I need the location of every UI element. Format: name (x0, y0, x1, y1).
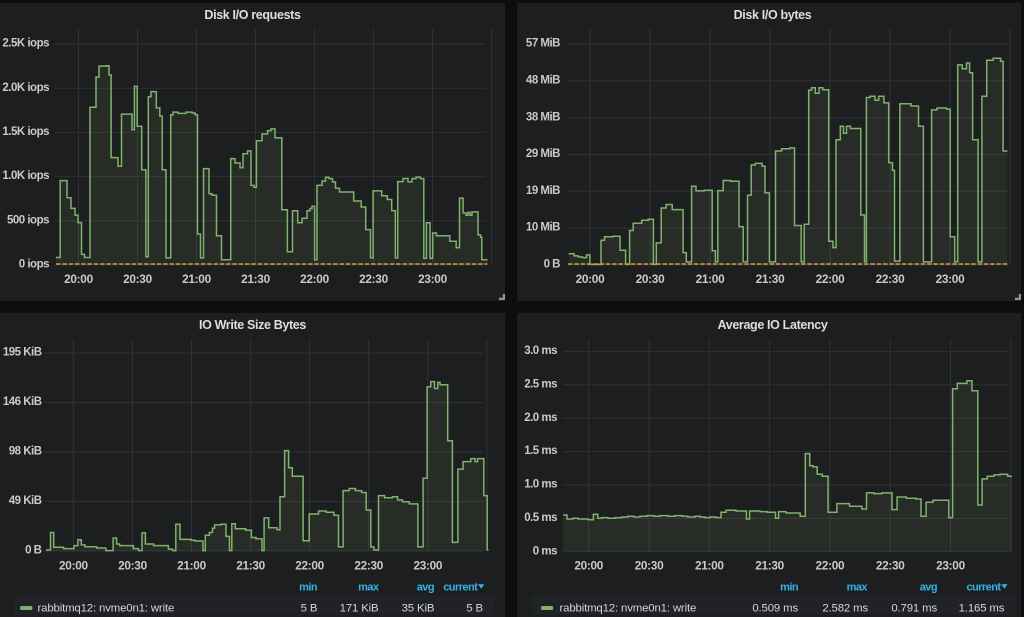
svg-text:rabbitmq12: nvme0n1: write: rabbitmq12: nvme0n1: write (560, 603, 697, 615)
svg-text:29 MiB: 29 MiB (526, 148, 560, 160)
svg-text:23:00: 23:00 (413, 558, 442, 572)
svg-text:avg: avg (920, 582, 937, 594)
svg-text:avg: avg (417, 582, 434, 594)
svg-text:0.509 ms: 0.509 ms (752, 603, 798, 615)
svg-text:195 KiB: 195 KiB (3, 347, 42, 359)
svg-text:2.5K iops: 2.5K iops (2, 38, 49, 50)
svg-text:21:00: 21:00 (695, 558, 724, 572)
svg-text:1.5K iops: 1.5K iops (2, 126, 49, 138)
svg-text:171 KiB: 171 KiB (340, 603, 379, 615)
svg-text:23:00: 23:00 (418, 272, 447, 286)
svg-text:21:00: 21:00 (182, 272, 211, 286)
svg-text:max: max (358, 582, 380, 594)
svg-text:38 MiB: 38 MiB (526, 111, 560, 123)
svg-text:19 MiB: 19 MiB (526, 185, 560, 197)
svg-text:2.0K iops: 2.0K iops (2, 82, 49, 94)
svg-text:1.165 ms: 1.165 ms (959, 603, 1005, 615)
svg-text:20:30: 20:30 (636, 272, 665, 286)
svg-text:22:00: 22:00 (295, 558, 324, 572)
svg-text:35 KiB: 35 KiB (402, 603, 435, 615)
svg-text:0 iops: 0 iops (19, 259, 49, 271)
svg-text:min: min (299, 582, 318, 594)
svg-text:20:30: 20:30 (123, 272, 152, 286)
svg-text:1.0K iops: 1.0K iops (2, 170, 49, 182)
svg-text:20:00: 20:00 (576, 272, 605, 286)
svg-text:20:00: 20:00 (64, 272, 93, 286)
svg-text:2.0 ms: 2.0 ms (524, 412, 557, 424)
svg-text:1.0 ms: 1.0 ms (524, 479, 557, 491)
svg-text:22:00: 22:00 (300, 272, 329, 286)
svg-text:0.791 ms: 0.791 ms (891, 603, 937, 615)
svg-text:10 MiB: 10 MiB (526, 222, 560, 234)
svg-text:500 iops: 500 iops (7, 214, 49, 226)
svg-text:rabbitmq12: nvme0n1: write: rabbitmq12: nvme0n1: write (38, 603, 175, 615)
svg-text:21:00: 21:00 (696, 272, 725, 286)
svg-text:20:30: 20:30 (635, 558, 664, 572)
svg-text:22:30: 22:30 (354, 558, 383, 572)
svg-text:22:30: 22:30 (876, 558, 905, 572)
svg-text:0 B: 0 B (25, 545, 42, 557)
svg-text:21:30: 21:30 (241, 272, 270, 286)
svg-text:21:30: 21:30 (756, 272, 785, 286)
svg-text:146 KiB: 146 KiB (3, 396, 42, 408)
svg-text:22:30: 22:30 (359, 272, 388, 286)
svg-text:20:00: 20:00 (574, 558, 603, 572)
svg-text:23:00: 23:00 (936, 272, 965, 286)
svg-text:57 MiB: 57 MiB (526, 38, 560, 50)
svg-text:21:30: 21:30 (755, 558, 784, 572)
svg-text:1.5 ms: 1.5 ms (524, 445, 557, 457)
svg-text:2.5 ms: 2.5 ms (524, 378, 557, 390)
svg-text:0.5 ms: 0.5 ms (524, 512, 557, 524)
svg-text:5 B: 5 B (466, 603, 483, 615)
svg-text:current: current (966, 582, 1001, 594)
svg-text:23:00: 23:00 (936, 558, 965, 572)
svg-text:21:30: 21:30 (236, 558, 265, 572)
svg-text:20:30: 20:30 (118, 558, 147, 572)
svg-text:21:00: 21:00 (177, 558, 206, 572)
svg-text:0 ms: 0 ms (533, 545, 557, 557)
svg-text:min: min (780, 582, 799, 594)
svg-text:2.582 ms: 2.582 ms (822, 603, 868, 615)
svg-text:49 KiB: 49 KiB (9, 495, 42, 507)
svg-text:98 KiB: 98 KiB (9, 446, 42, 458)
svg-text:0 B: 0 B (544, 259, 561, 271)
svg-text:current: current (443, 582, 478, 594)
svg-text:22:00: 22:00 (816, 272, 845, 286)
svg-text:22:30: 22:30 (876, 272, 905, 286)
svg-text:20:00: 20:00 (59, 558, 88, 572)
svg-text:3.0 ms: 3.0 ms (524, 345, 557, 357)
svg-text:48 MiB: 48 MiB (526, 74, 560, 86)
svg-text:max: max (847, 582, 869, 594)
svg-text:5 B: 5 B (301, 603, 318, 615)
svg-text:22:00: 22:00 (816, 558, 845, 572)
